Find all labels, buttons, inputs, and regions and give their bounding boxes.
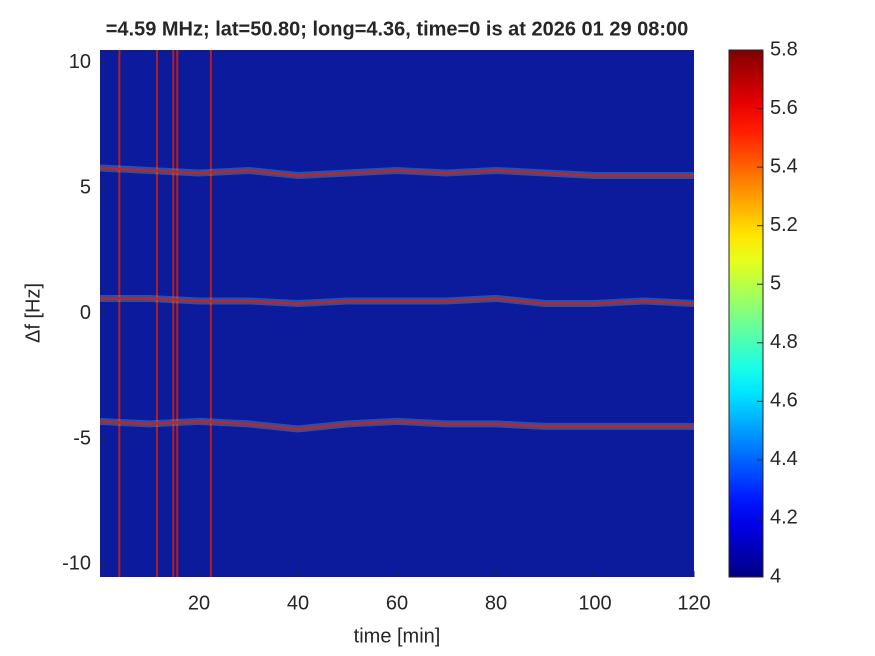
colorbar-tick-label: 5.8 [770, 38, 798, 60]
plot-background [100, 50, 694, 577]
y-tick-label: 5 [80, 176, 91, 198]
colorbar-tick-label: 5 [770, 273, 781, 295]
colorbar-tick-label: 4.2 [770, 507, 798, 529]
y-tick-label: -5 [73, 427, 91, 449]
trace [99, 420, 694, 431]
x-tick-label: 40 [287, 592, 309, 614]
x-tick-label: 20 [188, 592, 210, 614]
x-tick-label: 80 [485, 592, 507, 614]
trace [100, 297, 695, 305]
colorbar-tick-label: 4.6 [770, 390, 798, 412]
colorbar-tick-label: 4.4 [770, 448, 798, 470]
colorbar-tick-label: 5.2 [770, 214, 798, 236]
y-axis-label: Δf [Hz] [22, 283, 44, 343]
colorbar-tick-label: 5.6 [770, 97, 798, 119]
colorbar-tick-label: 4.8 [770, 331, 798, 353]
colorbar-tick-label: 5.4 [770, 155, 798, 177]
colorbar [728, 49, 764, 578]
y-tick-label: 10 [69, 51, 91, 73]
x-axis-label: time [min] [354, 625, 441, 647]
colorbar-tick-label: 4 [770, 565, 781, 587]
y-tick-label: 0 [80, 302, 91, 324]
chart-title: =4.59 MHz; lat=50.80; long=4.36, time=0 … [106, 18, 689, 40]
trace [99, 166, 694, 177]
x-tick-label: 120 [677, 592, 710, 614]
y-tick-label: -10 [62, 553, 91, 575]
x-tick-label: 100 [578, 592, 611, 614]
x-tick-label: 60 [386, 592, 408, 614]
